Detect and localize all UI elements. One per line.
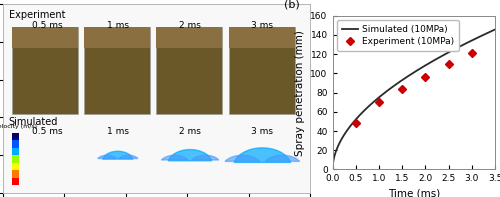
Text: Simulated: Simulated bbox=[8, 117, 58, 127]
Simulated (10MPa) bbox=[330, 166, 336, 169]
Simulated (10MPa) bbox=[448, 50, 454, 52]
Legend: Simulated (10MPa), Experiment (10MPa): Simulated (10MPa), Experiment (10MPa) bbox=[337, 20, 459, 51]
Bar bbox=[12, 148, 20, 155]
Text: 2 ms: 2 ms bbox=[179, 21, 201, 30]
Polygon shape bbox=[102, 151, 133, 159]
Bar bbox=[12, 178, 20, 186]
Experiment (10MPa) bbox=[422, 76, 428, 78]
Text: 3 ms: 3 ms bbox=[252, 127, 274, 136]
Experiment (10MPa) bbox=[376, 101, 382, 103]
Simulated (10MPa) bbox=[492, 28, 498, 31]
Simulated (10MPa) bbox=[382, 91, 388, 93]
Bar bbox=[156, 27, 222, 114]
Text: (b): (b) bbox=[284, 0, 300, 10]
Bar bbox=[12, 163, 20, 170]
Simulated (10MPa) bbox=[349, 123, 355, 125]
Experiment (10MPa) bbox=[469, 52, 475, 54]
Simulated (10MPa) bbox=[432, 59, 438, 61]
Polygon shape bbox=[120, 155, 138, 159]
Y-axis label: Spray penetration (mm): Spray penetration (mm) bbox=[295, 30, 305, 155]
Bar bbox=[84, 27, 150, 48]
Text: 1 ms: 1 ms bbox=[107, 127, 129, 136]
Bar bbox=[228, 27, 294, 114]
Text: Velocity (m/s): Velocity (m/s) bbox=[0, 124, 37, 129]
Polygon shape bbox=[265, 155, 300, 161]
Polygon shape bbox=[225, 155, 260, 161]
Bar bbox=[12, 27, 78, 114]
Bar bbox=[12, 140, 20, 148]
Polygon shape bbox=[98, 155, 116, 159]
Bar bbox=[156, 27, 222, 48]
Bar bbox=[12, 170, 20, 178]
Polygon shape bbox=[168, 150, 212, 161]
Text: Experiment: Experiment bbox=[8, 10, 65, 20]
Simulated (10MPa) bbox=[447, 50, 453, 53]
Experiment (10MPa) bbox=[446, 63, 452, 65]
Text: 2 ms: 2 ms bbox=[179, 127, 201, 136]
Polygon shape bbox=[162, 155, 188, 160]
Text: 3 ms: 3 ms bbox=[252, 21, 274, 30]
Experiment (10MPa) bbox=[352, 122, 358, 125]
Text: 0.5 ms: 0.5 ms bbox=[32, 21, 62, 30]
Text: 1 ms: 1 ms bbox=[107, 21, 129, 30]
Bar bbox=[12, 27, 78, 48]
Experiment (10MPa) bbox=[399, 88, 405, 90]
Line: Simulated (10MPa): Simulated (10MPa) bbox=[332, 30, 495, 168]
Bar bbox=[12, 155, 20, 163]
Polygon shape bbox=[234, 148, 290, 163]
Bar bbox=[84, 27, 150, 114]
Text: 0.5 ms: 0.5 ms bbox=[32, 127, 62, 136]
X-axis label: Time (ms): Time (ms) bbox=[388, 189, 440, 197]
Line: Experiment (10MPa): Experiment (10MPa) bbox=[353, 50, 474, 126]
Simulated (10MPa) bbox=[394, 83, 400, 85]
Bar bbox=[12, 133, 20, 140]
Polygon shape bbox=[192, 155, 219, 160]
Bar bbox=[228, 27, 294, 48]
